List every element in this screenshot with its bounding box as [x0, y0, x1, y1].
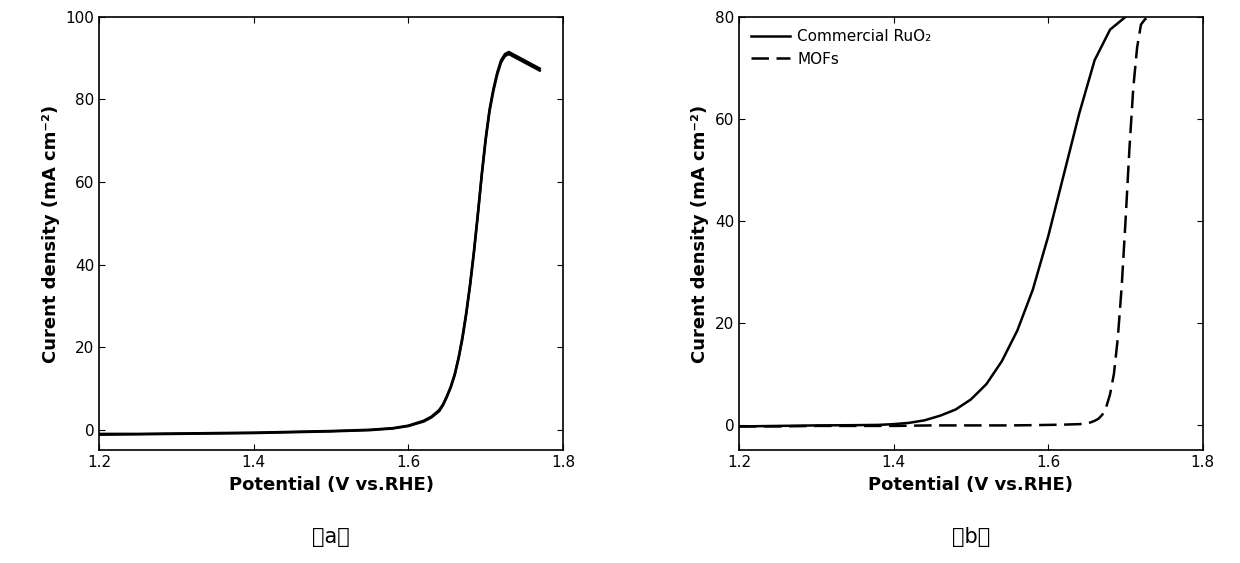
MOFs	[1141, 14, 1156, 20]
Line: Commercial RuO₂: Commercial RuO₂	[739, 17, 1126, 426]
MOFs	[732, 423, 746, 430]
Text: （b）: （b）	[952, 527, 990, 547]
Commercial RuO₂	[1040, 233, 1055, 240]
Line: MOFs: MOFs	[739, 17, 1148, 426]
MOFs	[1130, 44, 1145, 51]
MOFs	[1122, 146, 1137, 153]
Commercial RuO₂	[949, 406, 963, 413]
MOFs	[1126, 85, 1141, 92]
MOFs	[1118, 217, 1133, 224]
MOFs	[1102, 391, 1117, 397]
MOFs	[887, 423, 901, 430]
MOFs	[770, 423, 785, 430]
Text: （a）: （a）	[312, 527, 350, 547]
MOFs	[1002, 422, 1017, 429]
MOFs	[1064, 421, 1079, 428]
Commercial RuO₂	[1009, 327, 1024, 334]
Commercial RuO₂	[901, 419, 916, 426]
MOFs	[1133, 21, 1148, 28]
X-axis label: Potential (V vs.RHE): Potential (V vs.RHE)	[868, 476, 1074, 494]
Commercial RuO₂	[732, 423, 746, 430]
Commercial RuO₂	[963, 396, 978, 403]
MOFs	[1115, 284, 1130, 291]
MOFs	[1040, 422, 1055, 428]
Commercial RuO₂	[932, 412, 947, 419]
Y-axis label: Curent density (mA cm⁻²): Curent density (mA cm⁻²)	[692, 105, 709, 363]
MOFs	[925, 422, 940, 429]
Commercial RuO₂	[887, 421, 901, 427]
Commercial RuO₂	[870, 422, 885, 428]
MOFs	[1056, 421, 1071, 428]
Legend: Commercial RuO₂, MOFs: Commercial RuO₂, MOFs	[746, 25, 936, 72]
Commercial RuO₂	[1102, 26, 1117, 33]
Commercial RuO₂	[1087, 57, 1102, 64]
MOFs	[1080, 420, 1095, 427]
Commercial RuO₂	[770, 423, 785, 430]
Commercial RuO₂	[978, 381, 993, 387]
MOFs	[1137, 16, 1152, 23]
MOFs	[1099, 404, 1114, 410]
MOFs	[1091, 415, 1106, 422]
MOFs	[1087, 417, 1102, 424]
MOFs	[1025, 422, 1040, 428]
Commercial RuO₂	[918, 417, 932, 424]
MOFs	[848, 423, 863, 430]
MOFs	[1084, 419, 1099, 426]
Commercial RuO₂	[1118, 14, 1133, 20]
Y-axis label: Curent density (mA cm⁻²): Curent density (mA cm⁻²)	[42, 105, 60, 363]
Commercial RuO₂	[1056, 172, 1071, 178]
MOFs	[1071, 421, 1086, 427]
MOFs	[1095, 412, 1110, 418]
Commercial RuO₂	[1071, 110, 1086, 117]
MOFs	[1110, 335, 1125, 342]
Commercial RuO₂	[994, 358, 1009, 364]
MOFs	[808, 423, 823, 430]
MOFs	[1075, 421, 1090, 427]
X-axis label: Potential (V vs.RHE): Potential (V vs.RHE)	[228, 476, 434, 494]
Commercial RuO₂	[1025, 287, 1040, 293]
Commercial RuO₂	[808, 422, 823, 429]
MOFs	[963, 422, 978, 429]
MOFs	[1106, 370, 1121, 377]
Commercial RuO₂	[848, 422, 863, 428]
